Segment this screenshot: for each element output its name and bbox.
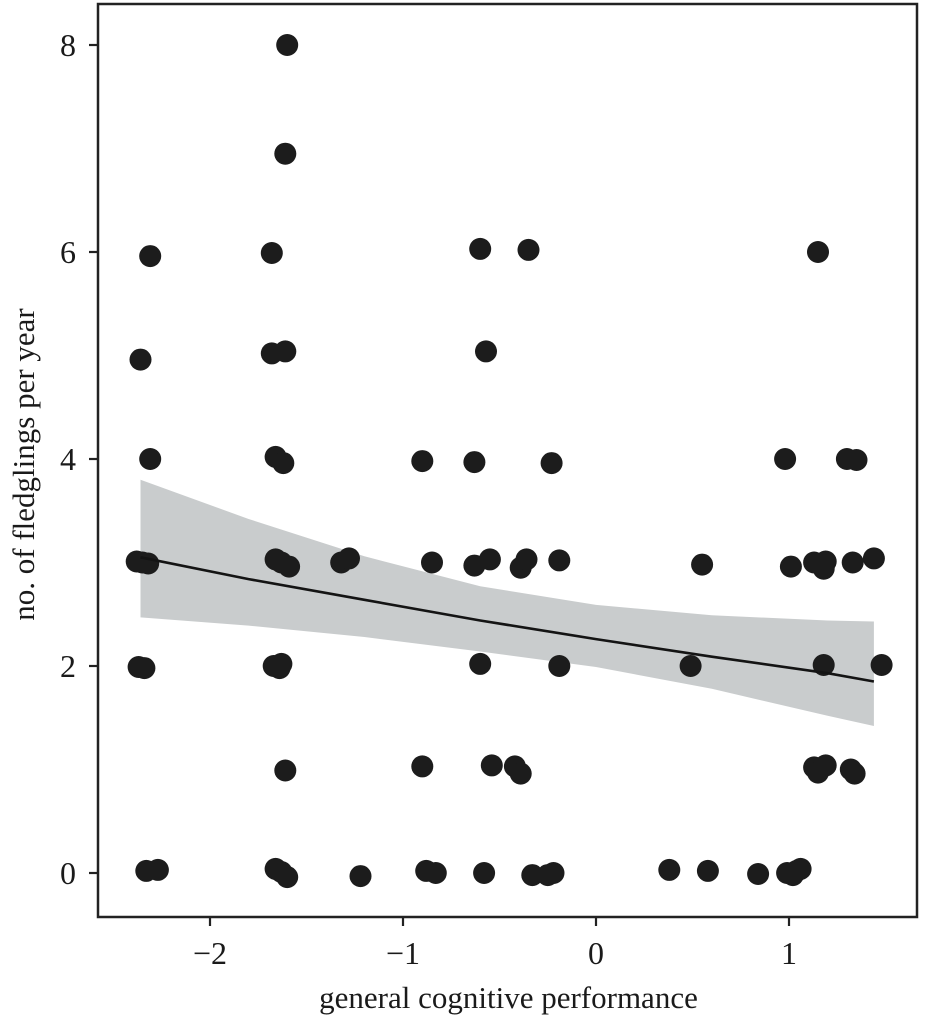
data-point bbox=[424, 862, 447, 884]
data-point bbox=[509, 762, 532, 785]
data-point bbox=[469, 652, 492, 675]
data-point bbox=[779, 555, 802, 578]
confidence-band bbox=[140, 479, 874, 726]
data-point bbox=[480, 754, 503, 777]
axis-ticks-layer: 0 2 4 6 8 −2 −1 0 1 bbox=[60, 27, 797, 971]
data-point bbox=[411, 450, 434, 473]
data-point bbox=[841, 551, 864, 574]
data-point bbox=[548, 655, 571, 677]
data-point bbox=[548, 549, 571, 572]
data-point bbox=[411, 755, 434, 778]
x-axis-label: general cognitive performance bbox=[319, 980, 698, 1015]
y-tick-label: 0 bbox=[60, 855, 76, 891]
data-point bbox=[478, 548, 501, 571]
data-point bbox=[807, 241, 829, 263]
data-point bbox=[814, 754, 837, 777]
data-point bbox=[349, 865, 372, 888]
data-point bbox=[139, 448, 162, 470]
data-point bbox=[814, 550, 837, 573]
confidence-band-layer bbox=[140, 479, 874, 726]
data-point bbox=[862, 547, 885, 570]
x-tick-label: 1 bbox=[781, 935, 797, 971]
y-tick-label: 6 bbox=[60, 234, 76, 270]
data-point bbox=[129, 348, 152, 371]
y-axis-label: no. of fledglings per year bbox=[6, 308, 41, 621]
data-point bbox=[338, 547, 360, 570]
trend-line-layer bbox=[140, 556, 875, 683]
data-point bbox=[276, 866, 299, 889]
data-point bbox=[679, 655, 702, 677]
trend-line bbox=[140, 556, 875, 683]
data-point bbox=[137, 552, 160, 575]
data-point bbox=[870, 654, 893, 676]
data-point bbox=[278, 555, 301, 578]
data-point bbox=[139, 245, 162, 268]
data-point bbox=[542, 862, 565, 884]
data-point bbox=[463, 451, 486, 474]
data-point bbox=[469, 237, 492, 260]
data-point bbox=[517, 238, 540, 261]
data-point bbox=[845, 449, 868, 471]
data-point bbox=[421, 551, 443, 574]
data-points-layer bbox=[125, 34, 893, 889]
data-point bbox=[515, 548, 538, 571]
data-point bbox=[747, 863, 770, 885]
data-point bbox=[812, 654, 835, 676]
plot-frame bbox=[96, 2, 919, 919]
data-point bbox=[475, 340, 497, 363]
y-tick-label: 8 bbox=[60, 27, 76, 63]
x-tick-label: −2 bbox=[193, 935, 227, 971]
data-point bbox=[696, 859, 719, 882]
data-point bbox=[774, 448, 797, 470]
data-point bbox=[274, 340, 297, 363]
data-point bbox=[843, 762, 866, 785]
data-point bbox=[789, 857, 812, 880]
data-point bbox=[521, 864, 544, 887]
data-point bbox=[274, 142, 297, 165]
y-tick-label: 2 bbox=[60, 648, 76, 684]
data-point bbox=[260, 242, 283, 264]
y-tick-label: 4 bbox=[60, 441, 76, 477]
data-point bbox=[473, 862, 496, 884]
data-point bbox=[540, 452, 563, 475]
data-point bbox=[691, 553, 714, 576]
data-point bbox=[272, 452, 295, 475]
data-point bbox=[274, 759, 297, 782]
data-point bbox=[133, 657, 156, 680]
x-tick-label: −1 bbox=[386, 935, 420, 971]
x-tick-label: 0 bbox=[588, 935, 604, 971]
data-point bbox=[268, 657, 291, 680]
data-point bbox=[146, 858, 169, 881]
data-point bbox=[658, 858, 681, 881]
data-point bbox=[276, 34, 299, 56]
